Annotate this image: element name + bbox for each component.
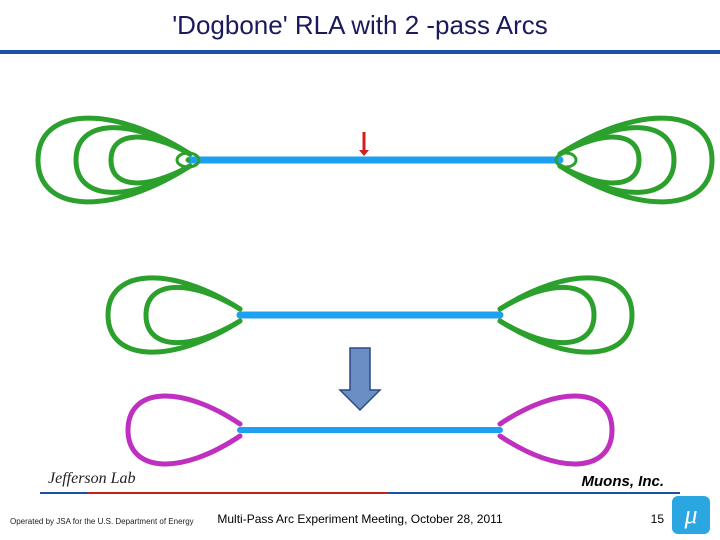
title-rule bbox=[0, 50, 720, 54]
dogbone-diagram bbox=[0, 60, 720, 480]
meeting-text: Multi-Pass Arc Experiment Meeting, Octob… bbox=[0, 512, 720, 526]
page-number: 15 bbox=[651, 512, 664, 526]
jlab-text: Jefferson Lab bbox=[48, 470, 136, 487]
muons-inc-logo: Muons, Inc. bbox=[582, 473, 665, 490]
footer-rule-red bbox=[88, 492, 388, 494]
jefferson-lab-logo: Jefferson Lab bbox=[48, 470, 136, 488]
slide-title: 'Dogbone' RLA with 2 -pass Arcs bbox=[0, 10, 720, 41]
